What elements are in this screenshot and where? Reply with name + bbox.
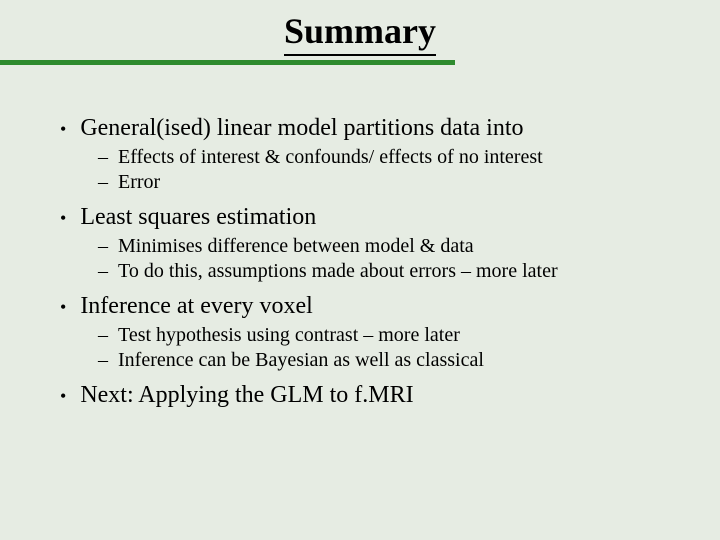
bullet-sub-text: Test hypothesis using contrast – more la… [118, 324, 460, 347]
bullet-dash-icon: – [98, 349, 108, 372]
bullet-main: • General(ised) linear model partitions … [60, 115, 680, 142]
slide-title: Summary [284, 10, 436, 56]
section-3: • Inference at every voxel – Test hypoth… [60, 293, 680, 372]
bullet-dot-icon: • [60, 208, 66, 229]
bullet-main: • Inference at every voxel [60, 293, 680, 320]
title-container: Summary [0, 0, 720, 56]
bullet-sub: – To do this, assumptions made about err… [98, 260, 680, 283]
bullet-sub: – Inference can be Bayesian as well as c… [98, 349, 680, 372]
bullet-main-text: Next: Applying the GLM to f.MRI [80, 382, 413, 409]
bullet-sub-text: Inference can be Bayesian as well as cla… [118, 349, 484, 372]
bullet-sub: – Minimises difference between model & d… [98, 235, 680, 258]
bullet-main: • Next: Applying the GLM to f.MRI [60, 382, 680, 409]
section-2: • Least squares estimation – Minimises d… [60, 204, 680, 283]
bullet-main: • Least squares estimation [60, 204, 680, 231]
bullet-dot-icon: • [60, 119, 66, 140]
bullet-main-text: Inference at every voxel [80, 293, 313, 320]
section-1: • General(ised) linear model partitions … [60, 115, 680, 194]
bullet-dot-icon: • [60, 297, 66, 318]
content-area: • General(ised) linear model partitions … [0, 65, 720, 409]
bullet-dash-icon: – [98, 146, 108, 169]
bullet-dash-icon: – [98, 260, 108, 283]
bullet-sub-text: Effects of interest & confounds/ effects… [118, 146, 543, 169]
bullet-main-text: Least squares estimation [80, 204, 316, 231]
bullet-sub: – Test hypothesis using contrast – more … [98, 324, 680, 347]
bullet-sub-text: To do this, assumptions made about error… [118, 260, 558, 283]
bullet-dash-icon: – [98, 235, 108, 258]
slide-container: Summary • General(ised) linear model par… [0, 0, 720, 540]
bullet-dot-icon: • [60, 386, 66, 407]
section-4: • Next: Applying the GLM to f.MRI [60, 382, 680, 409]
bullet-sub: – Effects of interest & confounds/ effec… [98, 146, 680, 169]
bullet-sub: – Error [98, 171, 680, 194]
bullet-dash-icon: – [98, 171, 108, 194]
bullet-main-text: General(ised) linear model partitions da… [80, 115, 523, 142]
bullet-sub-text: Minimises difference between model & dat… [118, 235, 474, 258]
bullet-sub-text: Error [118, 171, 160, 194]
bullet-dash-icon: – [98, 324, 108, 347]
